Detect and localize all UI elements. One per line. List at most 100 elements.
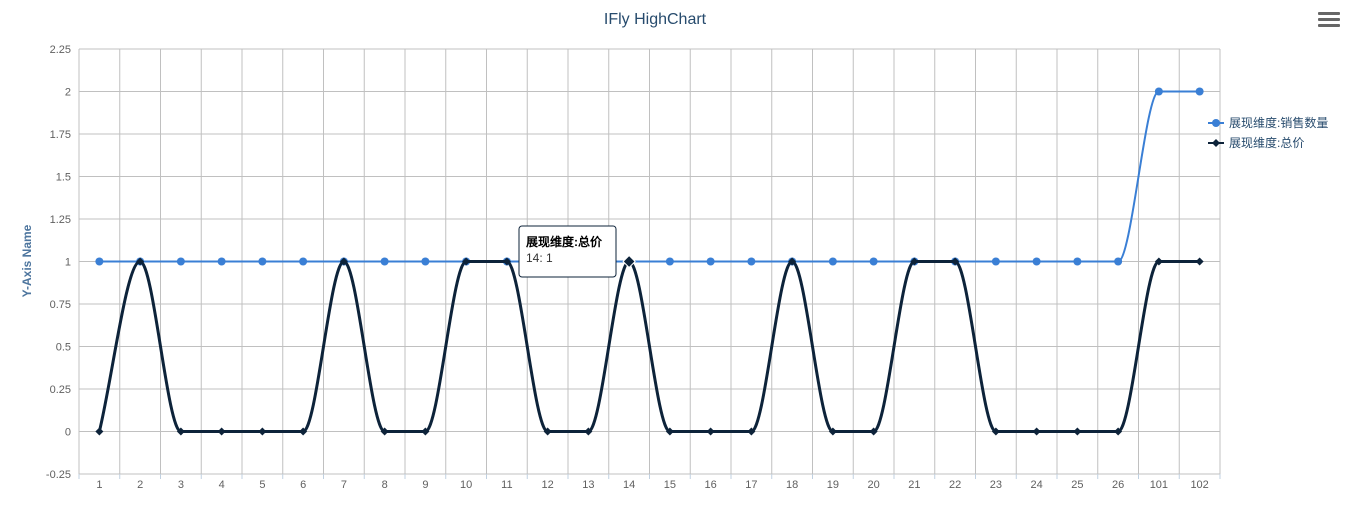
data-point[interactable] xyxy=(747,427,756,436)
data-point[interactable] xyxy=(991,427,1000,436)
y-tick-label: 1 xyxy=(65,257,71,269)
x-tick-label: 15 xyxy=(664,479,676,491)
plot-grid xyxy=(78,48,1221,479)
legend-item[interactable]: 展现维度:销售数量 xyxy=(1208,115,1328,130)
data-point[interactable] xyxy=(543,427,552,436)
x-tick-label: 14 xyxy=(623,479,635,491)
x-tick-label: 1 xyxy=(96,479,102,491)
data-point[interactable] xyxy=(747,257,756,266)
y-tick-label: 1.25 xyxy=(50,214,71,226)
tooltip-title: 展现维度:总价 xyxy=(526,234,603,249)
data-point[interactable] xyxy=(951,257,960,266)
data-point[interactable] xyxy=(136,257,145,266)
data-point[interactable] xyxy=(421,257,430,266)
x-tick-label: 6 xyxy=(300,479,306,491)
data-point[interactable] xyxy=(217,257,226,266)
chart-title: IFly HighChart xyxy=(604,11,707,28)
x-tick-label: 21 xyxy=(908,479,920,491)
data-point[interactable] xyxy=(665,257,674,266)
x-tick-label: 25 xyxy=(1071,479,1083,491)
hamburger-menu-icon[interactable] xyxy=(1318,12,1340,30)
data-point[interactable] xyxy=(258,427,267,436)
data-point[interactable] xyxy=(869,257,878,266)
y-tick-label: -0.25 xyxy=(46,469,71,481)
x-tick-label: 102 xyxy=(1190,479,1208,491)
legend-label: 展现维度:总价 xyxy=(1229,135,1304,150)
data-point[interactable] xyxy=(421,427,430,436)
y-tick-label: 2.25 xyxy=(50,44,71,56)
y-tick-label: 0.5 xyxy=(56,342,71,354)
y-axis-ticks: -0.25 0 0.25 0.5 0.75 1 1.25 1.5 1.75 2 2.25 xyxy=(46,44,71,481)
data-point[interactable] xyxy=(95,427,104,436)
y-tick-label: 0.25 xyxy=(50,384,71,396)
legend-marker xyxy=(1212,139,1220,147)
x-tick-label: 18 xyxy=(786,479,798,491)
data-point[interactable] xyxy=(706,257,715,266)
data-point[interactable] xyxy=(991,257,1000,266)
x-tick-label: 2 xyxy=(137,479,143,491)
data-point[interactable] xyxy=(1073,427,1082,436)
x-tick-label: 16 xyxy=(705,479,717,491)
data-point[interactable] xyxy=(176,427,185,436)
data-point[interactable] xyxy=(1195,257,1204,266)
data-point[interactable] xyxy=(502,257,511,266)
menu-bar-middle xyxy=(1318,18,1340,21)
x-tick-label: 5 xyxy=(259,479,265,491)
data-point[interactable] xyxy=(706,427,715,436)
data-point[interactable] xyxy=(788,257,797,266)
data-point[interactable] xyxy=(380,257,389,266)
legend-label: 展现维度:销售数量 xyxy=(1229,115,1328,130)
data-point[interactable] xyxy=(258,257,267,266)
x-tick-label: 24 xyxy=(1031,479,1043,491)
data-point[interactable] xyxy=(339,257,348,266)
data-point[interactable] xyxy=(1032,427,1041,436)
data-point[interactable] xyxy=(1114,257,1123,266)
data-point[interactable] xyxy=(462,257,471,266)
data-point[interactable] xyxy=(217,427,226,436)
data-point[interactable] xyxy=(584,427,593,436)
data-point[interactable] xyxy=(828,427,837,436)
x-tick-label: 11 xyxy=(501,479,512,491)
x-tick-label: 9 xyxy=(422,479,428,491)
data-point[interactable] xyxy=(1114,427,1123,436)
data-point[interactable] xyxy=(1195,87,1204,96)
hovered-data-point[interactable] xyxy=(622,254,636,269)
x-tick-label: 22 xyxy=(949,479,961,491)
data-point[interactable] xyxy=(1154,257,1163,266)
data-point[interactable] xyxy=(869,427,878,436)
x-tick-label: 10 xyxy=(460,479,472,491)
data-point[interactable] xyxy=(828,257,837,266)
x-tick-label: 4 xyxy=(219,479,225,491)
data-point[interactable] xyxy=(665,427,674,436)
y-tick-label: 1.5 xyxy=(56,172,71,184)
data-point[interactable] xyxy=(1032,257,1041,266)
data-point[interactable] xyxy=(95,257,104,266)
x-axis-ticks: 1 2 3 4 5 6 7 8 9 10 11 12 13 14 15 16 17 18 19 20 21 22 23 24 2… xyxy=(96,479,1208,491)
x-tick-label: 8 xyxy=(382,479,388,491)
y-tick-label: 1.75 xyxy=(50,129,71,141)
y-axis-label: Y-Axis Name xyxy=(20,224,34,297)
menu-bar-bottom xyxy=(1318,24,1340,27)
y-tick-label: 0 xyxy=(65,427,71,439)
data-point[interactable] xyxy=(1154,87,1163,96)
data-point[interactable] xyxy=(380,427,389,436)
x-tick-label: 19 xyxy=(827,479,839,491)
data-point[interactable] xyxy=(299,427,308,436)
data-point[interactable] xyxy=(299,257,308,266)
tooltip: 展现维度:总价 14: 1 xyxy=(518,225,617,278)
data-point[interactable] xyxy=(1073,257,1082,266)
series-layer xyxy=(95,87,1204,436)
menu-bar-top xyxy=(1318,12,1340,15)
data-point[interactable] xyxy=(176,257,185,266)
x-tick-label: 13 xyxy=(582,479,594,491)
x-tick-label: 3 xyxy=(178,479,184,491)
legend-item[interactable]: 展现维度:总价 xyxy=(1208,135,1304,150)
x-tick-label: 12 xyxy=(542,479,554,491)
x-tick-label: 20 xyxy=(868,479,880,491)
legend-marker xyxy=(1212,119,1220,127)
data-point[interactable] xyxy=(910,257,919,266)
x-tick-label: 17 xyxy=(745,479,757,491)
tooltip-box xyxy=(518,225,617,278)
